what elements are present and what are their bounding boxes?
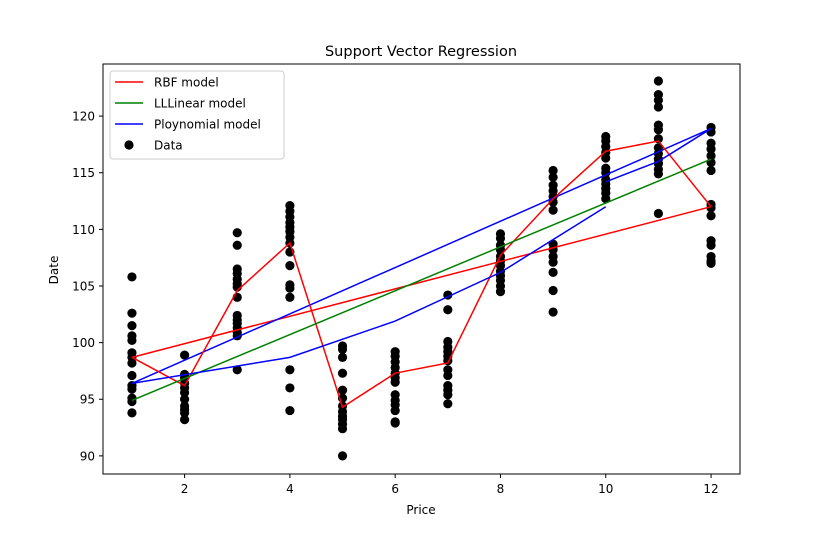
data-point bbox=[127, 408, 137, 418]
data-point bbox=[180, 408, 190, 418]
data-point bbox=[285, 283, 295, 293]
x-tick-label: 8 bbox=[497, 482, 505, 496]
data-point bbox=[285, 405, 295, 416]
data-point bbox=[443, 399, 453, 409]
data-point bbox=[706, 258, 716, 268]
series-line-segment bbox=[605, 127, 712, 183]
data-point bbox=[653, 169, 664, 179]
data-point bbox=[601, 153, 611, 163]
data-point bbox=[706, 240, 716, 250]
y-tick-label: 110 bbox=[72, 223, 95, 237]
data-point bbox=[706, 203, 716, 213]
data-point bbox=[390, 377, 400, 387]
series-line-segment bbox=[131, 127, 712, 385]
x-axis: 2 4 6 8 10 12 bbox=[181, 474, 719, 496]
y-axis: 90 95 100 105 110 115 120 bbox=[72, 110, 103, 463]
plot-area bbox=[127, 76, 716, 461]
data-point bbox=[653, 95, 664, 105]
series-line-segment bbox=[131, 205, 712, 359]
data-point bbox=[127, 335, 137, 345]
data-point bbox=[127, 384, 137, 394]
plot-marks bbox=[127, 76, 716, 461]
data-point bbox=[390, 418, 400, 428]
data-point bbox=[653, 208, 664, 219]
data-point bbox=[232, 240, 242, 250]
data-point bbox=[285, 365, 295, 375]
data-point bbox=[548, 257, 558, 267]
y-tick-label: 90 bbox=[80, 449, 95, 463]
x-tick-label: 6 bbox=[391, 482, 399, 496]
y-tick-label: 95 bbox=[80, 393, 95, 407]
data-point bbox=[337, 451, 348, 461]
data-point bbox=[337, 352, 348, 362]
series-line bbox=[131, 140, 712, 409]
data-point bbox=[180, 387, 190, 398]
y-axis-label: Date bbox=[47, 256, 61, 285]
data-point bbox=[127, 272, 137, 282]
legend-label: Ploynomial model bbox=[154, 118, 261, 132]
data-point bbox=[127, 358, 137, 368]
data-point bbox=[180, 394, 190, 404]
legend-label: LLLinear model bbox=[154, 97, 246, 111]
data-point bbox=[127, 321, 137, 331]
x-axis-label: Price bbox=[406, 503, 435, 517]
legend: RBF model LLLinear model Ploynomial model D… bbox=[109, 70, 285, 160]
data-point bbox=[180, 350, 190, 360]
data-point bbox=[548, 285, 558, 296]
data-point bbox=[653, 76, 664, 86]
data-point bbox=[548, 165, 558, 176]
data-point bbox=[337, 368, 348, 378]
data-point bbox=[548, 267, 558, 277]
legend-marker-swatch bbox=[124, 140, 134, 150]
data-point bbox=[706, 211, 716, 221]
data-point bbox=[706, 144, 716, 154]
y-tick-label: 105 bbox=[72, 279, 95, 293]
series-line bbox=[131, 206, 607, 385]
data-point bbox=[495, 233, 506, 244]
data-point bbox=[127, 308, 137, 318]
data-point bbox=[601, 194, 611, 204]
data-point bbox=[706, 165, 716, 176]
plot-frame bbox=[102, 63, 741, 475]
data-point bbox=[443, 305, 453, 315]
data-point bbox=[653, 125, 664, 135]
data-point bbox=[232, 228, 242, 238]
data-point bbox=[548, 307, 558, 317]
x-tick-label: 12 bbox=[703, 482, 718, 496]
legend-label: RBF model bbox=[154, 76, 219, 90]
data-point bbox=[601, 168, 611, 178]
data-point bbox=[337, 424, 348, 434]
data-point bbox=[548, 205, 558, 215]
y-tick-label: 120 bbox=[72, 110, 95, 124]
legend-label: Data bbox=[154, 139, 183, 153]
data-point bbox=[285, 292, 295, 302]
data-point bbox=[285, 383, 295, 393]
data-point bbox=[337, 385, 348, 395]
data-point bbox=[443, 390, 453, 400]
data-point bbox=[495, 287, 506, 297]
data-point bbox=[548, 172, 558, 182]
data-point bbox=[337, 344, 348, 355]
chart-title: Support Vector Regression bbox=[325, 44, 517, 60]
y-tick-label: 115 bbox=[72, 166, 95, 180]
x-tick-label: 10 bbox=[598, 482, 613, 496]
data-point bbox=[180, 415, 190, 425]
data-point bbox=[390, 405, 400, 416]
series-line bbox=[131, 158, 712, 402]
data-point bbox=[653, 102, 664, 112]
data-point bbox=[232, 365, 242, 375]
x-tick-label: 2 bbox=[181, 482, 189, 496]
y-tick-label: 100 bbox=[72, 336, 95, 350]
x-tick-label: 4 bbox=[286, 482, 294, 496]
data-point bbox=[285, 261, 295, 271]
data-point bbox=[127, 370, 137, 381]
legend-box bbox=[109, 70, 285, 160]
data-point bbox=[706, 151, 716, 161]
data-point bbox=[443, 370, 453, 381]
